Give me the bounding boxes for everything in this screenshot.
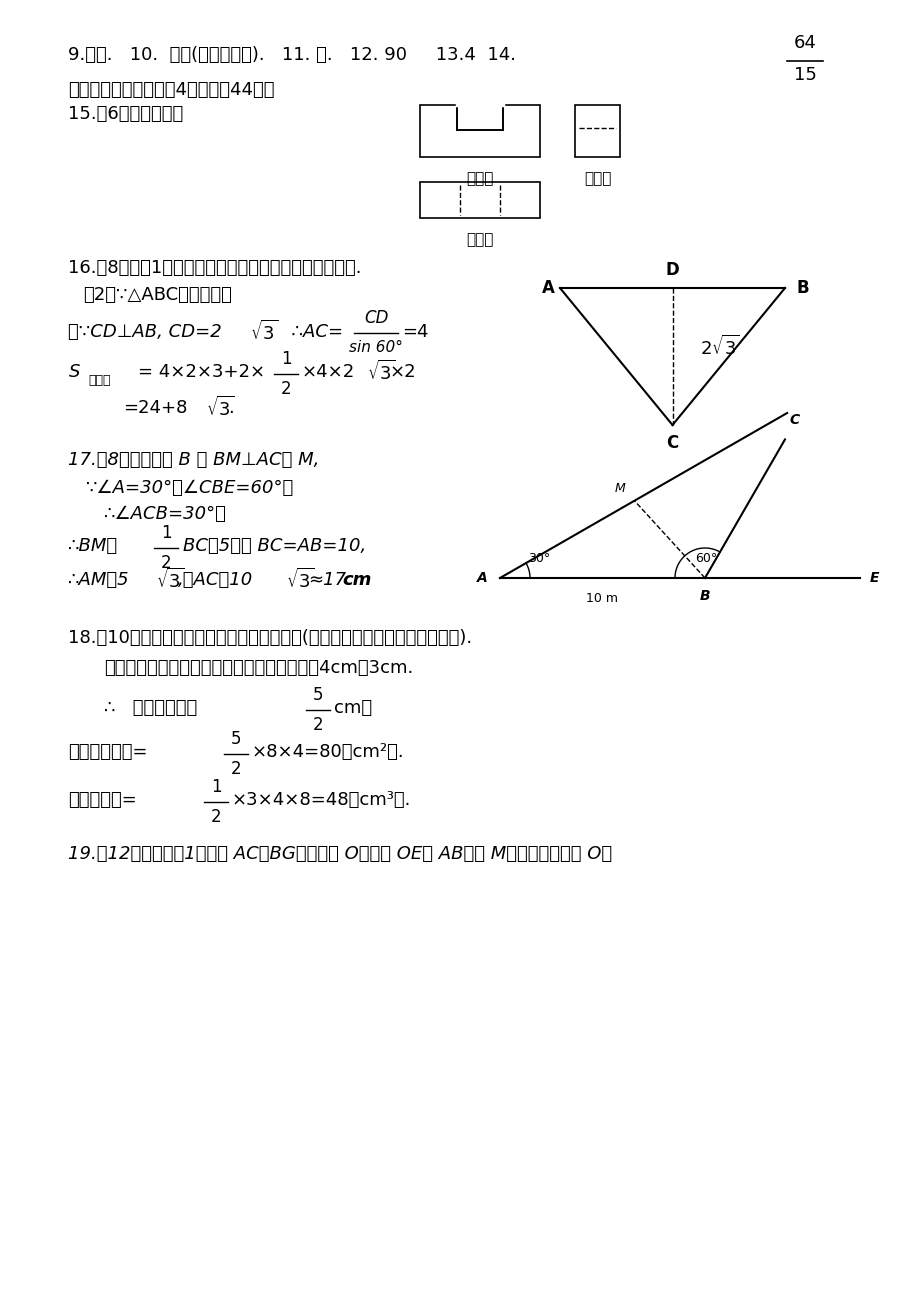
Text: $\sqrt{3}$: $\sqrt{3}$ xyxy=(250,320,278,345)
Text: 15: 15 xyxy=(793,66,815,84)
Text: 棱柱的侧面积=: 棱柱的侧面积= xyxy=(68,744,147,760)
Text: .: . xyxy=(228,399,233,417)
Text: B: B xyxy=(796,280,809,296)
Text: ×3×4×8=48（cm³）.: ×3×4×8=48（cm³）. xyxy=(232,790,411,809)
Text: $2\sqrt{3}$: $2\sqrt{3}$ xyxy=(699,334,740,359)
Text: A: A xyxy=(541,280,554,296)
Text: ∴   菱形的边长为: ∴ 菱形的边长为 xyxy=(104,699,197,718)
Text: 19.（12分）解：（1）延长 AC、BG相交于点 O，延长 OE交 AB于点 M，如下图，则点 O、: 19.（12分）解：（1）延长 AC、BG相交于点 O，延长 OE交 AB于点 … xyxy=(68,845,611,863)
Text: 2: 2 xyxy=(161,554,171,572)
Text: ,即AC＝10: ,即AC＝10 xyxy=(177,571,253,589)
Text: $S$: $S$ xyxy=(68,363,81,381)
Text: $\sqrt{3}$: $\sqrt{3}$ xyxy=(156,568,184,592)
Text: 2: 2 xyxy=(280,380,291,398)
Text: 18.（10分）解：该几何体的形状是直四棱柱(答直棱柱，四棱柱，棱柱也给分).: 18.（10分）解：该几何体的形状是直四棱柱(答直棱柱，四棱柱，棱柱也给分). xyxy=(68,629,471,647)
Text: 60°: 60° xyxy=(694,551,717,564)
Text: 9.平行.   10.  圆柱(答案不唯一).   11. 短.   12. 90     13.4  14.: 9.平行. 10. 圆柱(答案不唯一). 11. 短. 12. 90 13.4 … xyxy=(68,46,516,64)
Text: 又∵CD⊥AB, CD=2: 又∵CD⊥AB, CD=2 xyxy=(68,322,221,341)
Text: sin 60°: sin 60° xyxy=(348,341,403,355)
Text: ∵∠A=30°，∠CBE=60°，: ∵∠A=30°，∠CBE=60°， xyxy=(85,478,294,497)
Text: 三、解答题（本大题共4小题，共44分）: 三、解答题（本大题共4小题，共44分） xyxy=(68,81,274,99)
Text: （2）∵△ABC是正三角形: （2）∵△ABC是正三角形 xyxy=(83,286,232,304)
Text: ×4×2: ×4×2 xyxy=(301,363,355,381)
Text: M: M xyxy=(614,482,624,495)
Text: D: D xyxy=(665,261,678,280)
Text: ∴BM＝: ∴BM＝ xyxy=(68,537,118,555)
Text: 15.（6分）如右图：: 15.（6分）如右图： xyxy=(68,105,183,124)
Text: 主视图: 主视图 xyxy=(466,172,494,186)
Text: =24+8: =24+8 xyxy=(123,399,187,417)
Bar xyxy=(420,105,539,157)
Text: 1: 1 xyxy=(210,777,221,796)
Text: C: C xyxy=(665,434,678,452)
Text: 5: 5 xyxy=(312,686,323,705)
Text: 表面积: 表面积 xyxy=(88,374,110,387)
Text: BC＝5，而 BC=AB=10,: BC＝5，而 BC=AB=10, xyxy=(183,537,366,555)
Text: 2: 2 xyxy=(312,716,323,734)
Bar xyxy=(457,81,503,105)
Text: ×8×4=80（cm²）.: ×8×4=80（cm²）. xyxy=(252,744,404,760)
Text: 俯视图: 俯视图 xyxy=(466,233,494,247)
Text: C: C xyxy=(789,413,799,426)
Text: A: A xyxy=(477,571,487,585)
Text: 2: 2 xyxy=(231,760,241,777)
Text: 2: 2 xyxy=(210,809,221,826)
Text: =4: =4 xyxy=(402,322,428,341)
Text: 16.（8分）（1）答：符合这个零件的几何体是直三棱柱.: 16.（8分）（1）答：符合这个零件的几何体是直三棱柱. xyxy=(68,259,361,277)
Text: 1: 1 xyxy=(280,350,291,368)
Text: 17.（8分）解：过 B 作 BM⊥AC于 M,: 17.（8分）解：过 B 作 BM⊥AC于 M, xyxy=(68,451,319,469)
Text: = 4×2×3+2×: = 4×2×3+2× xyxy=(138,363,265,381)
Text: ≈17: ≈17 xyxy=(308,571,346,589)
Text: E: E xyxy=(869,571,879,585)
Text: 1: 1 xyxy=(161,524,171,542)
Text: $\sqrt{3}$: $\sqrt{3}$ xyxy=(206,396,234,420)
Text: $\sqrt{3}$: $\sqrt{3}$ xyxy=(286,568,314,592)
Text: ∴AC=: ∴AC= xyxy=(279,322,343,341)
Text: $\sqrt{3}$: $\sqrt{3}$ xyxy=(367,360,395,384)
Text: 棱柱的体积=: 棱柱的体积= xyxy=(68,790,137,809)
Text: 30°: 30° xyxy=(528,551,550,564)
Text: CD: CD xyxy=(363,309,388,328)
Text: 10 m: 10 m xyxy=(586,592,618,604)
Bar xyxy=(574,105,619,157)
Text: cm，: cm， xyxy=(334,699,371,718)
Text: B: B xyxy=(699,589,709,603)
Text: ∴∠ACB=30°，: ∴∠ACB=30°， xyxy=(104,504,227,523)
Text: ∴AM＝5: ∴AM＝5 xyxy=(68,571,130,589)
Bar xyxy=(420,182,539,218)
Text: cm: cm xyxy=(342,571,371,589)
Text: 64: 64 xyxy=(793,34,815,52)
Text: 由三视图知，棱柱底面菱形的对角线长分别为4cm，3cm.: 由三视图知，棱柱底面菱形的对角线长分别为4cm，3cm. xyxy=(104,659,413,677)
Text: 5: 5 xyxy=(231,731,241,747)
Text: 左视图: 左视图 xyxy=(584,172,610,186)
Text: ×2: ×2 xyxy=(390,363,416,381)
